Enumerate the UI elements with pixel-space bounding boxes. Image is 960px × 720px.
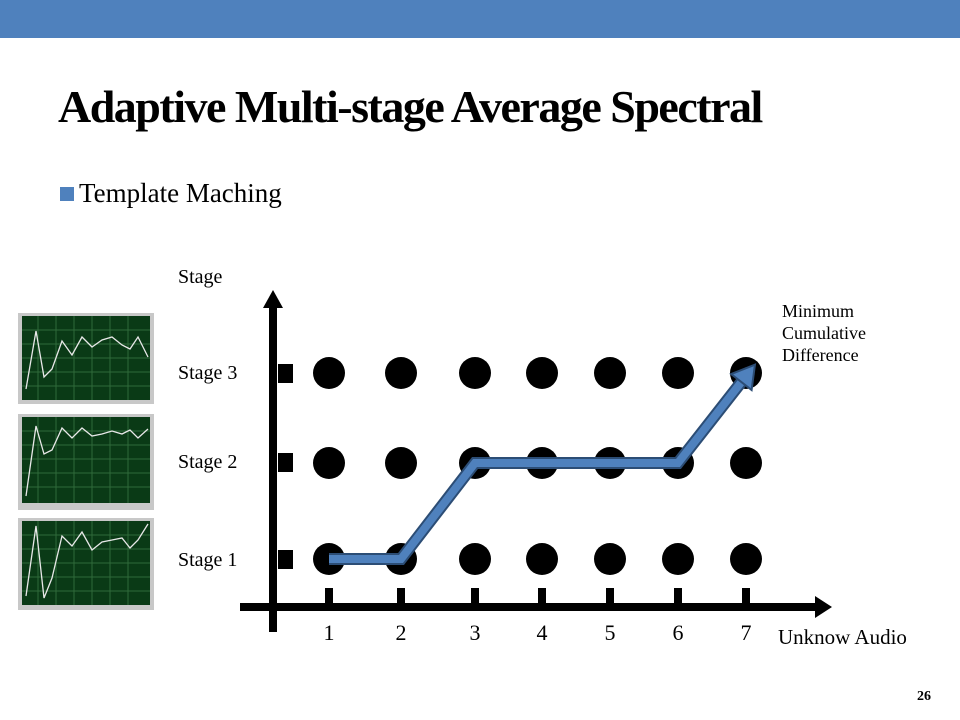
stage-1-label: Stage 1 bbox=[178, 549, 238, 571]
grid-dot-stage3-frame6 bbox=[662, 357, 694, 389]
x-tick-label-3: 3 bbox=[469, 620, 481, 645]
stage-2-label: Stage 2 bbox=[178, 451, 238, 473]
grid-dot-stage3-frame4 bbox=[526, 357, 558, 389]
grid-dot-stage1-frame6 bbox=[662, 543, 694, 575]
grid-dot-stage1-frame4 bbox=[526, 543, 558, 575]
grid-dot-stage1-frame7 bbox=[730, 543, 762, 575]
grid-dot-stage1-frame5 bbox=[594, 543, 626, 575]
grid-dot-stage2-frame1 bbox=[313, 447, 345, 479]
grid-dot-stage3-frame2 bbox=[385, 357, 417, 389]
x-tick-label-6: 6 bbox=[672, 620, 684, 645]
x-tick-3 bbox=[471, 588, 479, 604]
x-tick-label-4: 4 bbox=[536, 620, 548, 645]
bullet-text: Template Maching bbox=[79, 178, 282, 208]
x-tick-5 bbox=[606, 588, 614, 604]
bullet-item: Template Maching bbox=[60, 178, 282, 209]
x-tick-label-5: 5 bbox=[604, 620, 616, 645]
minimum-cumulative-difference-note: Minimum Cumulative Difference bbox=[782, 300, 866, 366]
bullet-square-icon bbox=[60, 186, 74, 201]
x-tick-label-2: 2 bbox=[395, 620, 407, 645]
x-axis-arrowhead-icon bbox=[815, 596, 832, 618]
stage-3-label: Stage 3 bbox=[178, 362, 238, 384]
grid-dot-stage3-frame3 bbox=[459, 357, 491, 389]
grid-dot-stage3-frame1 bbox=[313, 357, 345, 389]
y-axis-label: Stage bbox=[178, 266, 223, 288]
y-axis-arrowhead-icon bbox=[263, 290, 283, 308]
spectrum-thumbnail-2 bbox=[18, 414, 154, 510]
annotation-line-2: Cumulative bbox=[782, 323, 866, 343]
grid-dot-stage2-frame2 bbox=[385, 447, 417, 479]
spectrum-thumbnail-3 bbox=[18, 518, 154, 610]
grid-dot-stage1-frame3 bbox=[459, 543, 491, 575]
x-tick-6 bbox=[674, 588, 682, 604]
page-number: 26 bbox=[917, 689, 931, 704]
annotation-line-3: Difference bbox=[782, 345, 859, 365]
y-tick-stage-3 bbox=[278, 364, 293, 383]
matching-path-arrowhead-icon bbox=[729, 363, 757, 392]
grid-dot-stage3-frame5 bbox=[594, 357, 626, 389]
top-banner bbox=[0, 0, 960, 38]
x-tick-1 bbox=[325, 588, 333, 604]
matching-path bbox=[329, 368, 754, 563]
annotation-line-1: Minimum bbox=[782, 301, 855, 321]
y-tick-stage-2 bbox=[278, 453, 293, 472]
x-tick-7 bbox=[742, 588, 750, 604]
grid-dot-stage2-frame7 bbox=[730, 447, 762, 479]
y-tick-stage-1 bbox=[278, 550, 293, 569]
x-tick-label-7: 7 bbox=[740, 620, 752, 645]
x-tick-label-1: 1 bbox=[323, 620, 335, 645]
slide-title: Adaptive Multi-stage Average Spectral bbox=[58, 81, 763, 132]
x-axis-label: Unknow Audio bbox=[778, 625, 907, 649]
x-tick-2 bbox=[397, 588, 405, 604]
spectrum-thumbnail-1 bbox=[18, 313, 154, 404]
x-tick-4 bbox=[538, 588, 546, 604]
